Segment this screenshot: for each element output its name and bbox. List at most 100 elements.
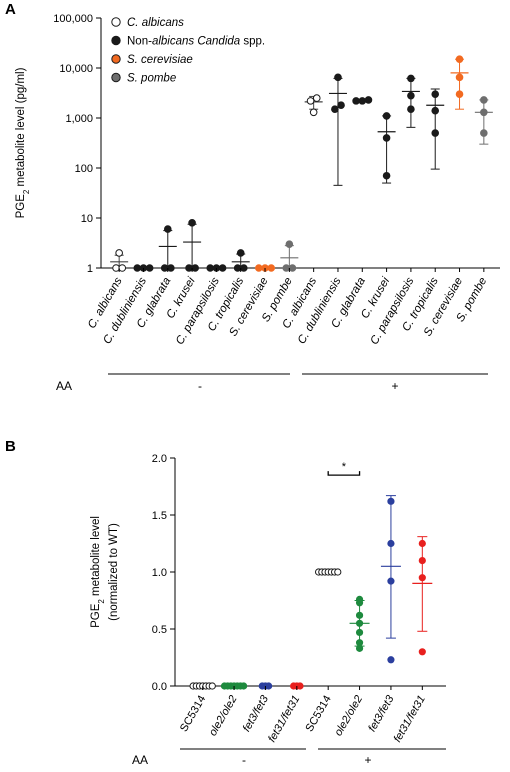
data-point xyxy=(418,574,426,582)
group-b-1 xyxy=(189,682,216,690)
x-tick-label-b: SC5314 xyxy=(178,694,208,734)
x-tick-label-b: ole2/ole2 xyxy=(207,694,240,739)
panel-b: B 0.0 0.5 1.0 1.5 2.0 PGE2 metabolite level (no… xyxy=(5,438,446,767)
data-point xyxy=(455,55,464,63)
panel-a: A 1 10 100 1,000 10,000 100,000 PGE2 metabolite… xyxy=(5,1,500,393)
data-point xyxy=(267,264,276,272)
data-point xyxy=(112,264,120,272)
data-point xyxy=(285,240,294,248)
data-point xyxy=(240,682,248,690)
data-point xyxy=(309,108,318,117)
data-point xyxy=(206,264,215,272)
legend-label-cerevisiae: S. cerevisiae xyxy=(127,54,193,66)
data-point xyxy=(352,97,360,105)
data-point xyxy=(191,264,199,272)
legend-marker-cerevisiae xyxy=(111,54,121,64)
group-a-9 xyxy=(304,94,323,117)
data-point xyxy=(382,171,391,180)
data-point xyxy=(167,264,175,272)
data-point xyxy=(188,219,196,227)
data-point xyxy=(208,682,216,690)
data-point xyxy=(282,264,291,272)
y-tick-label-b: 0.0 xyxy=(152,681,167,693)
group-a-16 xyxy=(474,96,493,145)
group-a-1 xyxy=(110,249,129,272)
y-tick-label-a: 1,000 xyxy=(65,113,93,125)
group-a-2 xyxy=(133,264,154,272)
data-point xyxy=(387,539,395,548)
data-point xyxy=(358,97,367,105)
y-tick-label-a: 10 xyxy=(81,213,93,225)
data-point xyxy=(407,105,415,113)
data-point xyxy=(431,106,440,115)
aa-group-plus-b: + xyxy=(364,753,371,767)
data-point xyxy=(455,73,464,82)
y-tick-label-a: 100,000 xyxy=(53,13,93,25)
data-point xyxy=(355,619,364,627)
data-point xyxy=(240,264,248,272)
data-point xyxy=(185,264,193,272)
group-a-8 xyxy=(280,240,299,272)
data-point xyxy=(418,539,426,548)
legend-label-albicans: C. albicans xyxy=(127,17,184,29)
panel-label-b: B xyxy=(5,438,16,455)
group-b-8 xyxy=(412,536,433,656)
data-point xyxy=(115,249,123,257)
data-point xyxy=(418,557,426,565)
data-point xyxy=(364,96,373,104)
data-point xyxy=(407,91,415,100)
data-point xyxy=(306,97,315,105)
y-axis-title-b-line1: PGE2 metabolite level xyxy=(90,516,106,628)
x-tick-label-b: fet31/fet31 xyxy=(392,694,428,745)
y-axis-title-a: PGE2 metabolite level (pg/ml) xyxy=(15,67,31,218)
group-a-13 xyxy=(401,74,420,128)
data-point xyxy=(431,129,440,137)
data-point xyxy=(480,96,488,104)
data-point xyxy=(407,74,415,83)
data-point xyxy=(233,264,242,272)
data-point xyxy=(382,112,391,120)
group-a-14 xyxy=(426,88,445,170)
data-point xyxy=(355,611,364,619)
group-a-11 xyxy=(352,96,373,105)
data-point xyxy=(337,101,345,110)
data-point xyxy=(480,129,488,137)
group-b-2 xyxy=(220,682,248,690)
aa-group-minus-b: - xyxy=(242,753,246,767)
data-point xyxy=(355,628,364,637)
y-tick-label-b: 0.5 xyxy=(152,624,167,636)
y-tick-label-b: 2.0 xyxy=(152,453,167,465)
y-tick-label-b: 1.5 xyxy=(152,510,167,522)
group-a-3 xyxy=(158,225,177,272)
y-tick-label-b: 1.0 xyxy=(152,567,167,579)
data-point xyxy=(355,644,364,652)
x-tick-label-b: ole2/ole2 xyxy=(332,694,365,739)
data-point xyxy=(236,249,245,257)
data-point xyxy=(163,225,172,233)
data-point xyxy=(418,648,426,656)
data-point xyxy=(382,134,391,142)
aa-label-a: AA xyxy=(56,379,72,393)
aa-group-minus-a: - xyxy=(198,379,202,393)
legend-marker-pombe xyxy=(111,72,121,83)
significance-bracket xyxy=(327,471,361,476)
group-b-5 xyxy=(314,568,342,576)
data-point xyxy=(387,577,395,585)
data-point xyxy=(387,656,395,664)
data-point xyxy=(387,497,395,505)
legend-label-pombe: S. pombe xyxy=(127,73,176,85)
data-point xyxy=(334,73,342,82)
data-point xyxy=(133,264,142,272)
legend-marker-non_albicans xyxy=(111,35,121,46)
group-b-6 xyxy=(349,595,370,652)
data-point xyxy=(355,599,364,607)
data-point xyxy=(312,94,321,102)
data-point xyxy=(331,105,339,113)
aa-label-b: AA xyxy=(132,753,148,767)
data-point xyxy=(118,264,127,272)
data-point xyxy=(431,90,440,98)
x-tick-label-b: SC5314 xyxy=(304,694,334,734)
data-point xyxy=(334,568,342,576)
data-point xyxy=(288,264,297,272)
x-tick-label-b: fet3/fet3 xyxy=(241,693,272,734)
